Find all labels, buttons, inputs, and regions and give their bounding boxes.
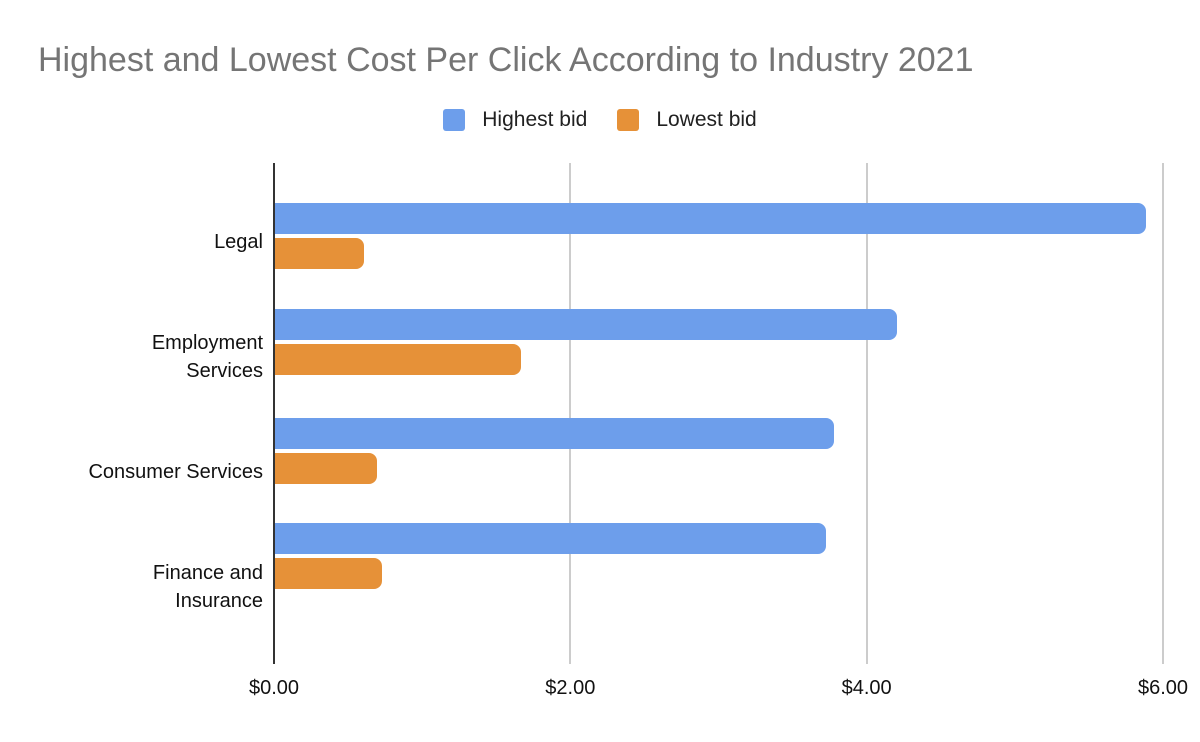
gridline-6 [1162,163,1164,664]
x-tick-label-6-00: $6.00 [1137,677,1189,699]
gridline-4 [865,163,868,664]
category-label-legal: Legal [214,231,263,253]
x-tick-label-0-00: $0.00 [248,677,300,699]
bar-highest-bid-employment-services[interactable] [275,309,898,340]
legend-item-highest-bid[interactable]: Highest bid [443,108,587,132]
bar-highest-bid-finance-and-insurance[interactable] [275,523,827,554]
category-label-finance-and-insurance: Finance and Insurance [152,562,263,612]
plot-area [273,163,1164,664]
legend-label-lowest-bid: Lowest bid [656,108,757,131]
value-axis-baseline [273,163,275,664]
bar-highest-bid-consumer-services[interactable] [275,418,834,449]
legend-swatch-lowest-bid [617,109,640,131]
chart-legend: Highest bid Lowest bid [0,108,1200,132]
bar-lowest-bid-consumer-services[interactable] [275,453,378,484]
chart-title: Highest and Lowest Cost Per Click Accord… [38,41,974,79]
x-tick-label-2-00: $2.00 [545,677,596,699]
legend-item-lowest-bid[interactable]: Lowest bid [617,108,757,132]
bar-highest-bid-legal[interactable] [275,203,1147,234]
category-label-employment-services: Employment Services [151,332,263,382]
legend-label-highest-bid: Highest bid [482,108,588,131]
gridline-2 [569,163,572,664]
bar-lowest-bid-employment-services[interactable] [275,344,521,375]
legend-swatch-highest-bid [443,109,466,131]
bar-lowest-bid-finance-and-insurance[interactable] [275,558,382,589]
bar-lowest-bid-legal[interactable] [275,238,364,269]
x-tick-label-4-00: $4.00 [841,677,892,699]
category-label-consumer-services: Consumer Services [88,461,263,483]
